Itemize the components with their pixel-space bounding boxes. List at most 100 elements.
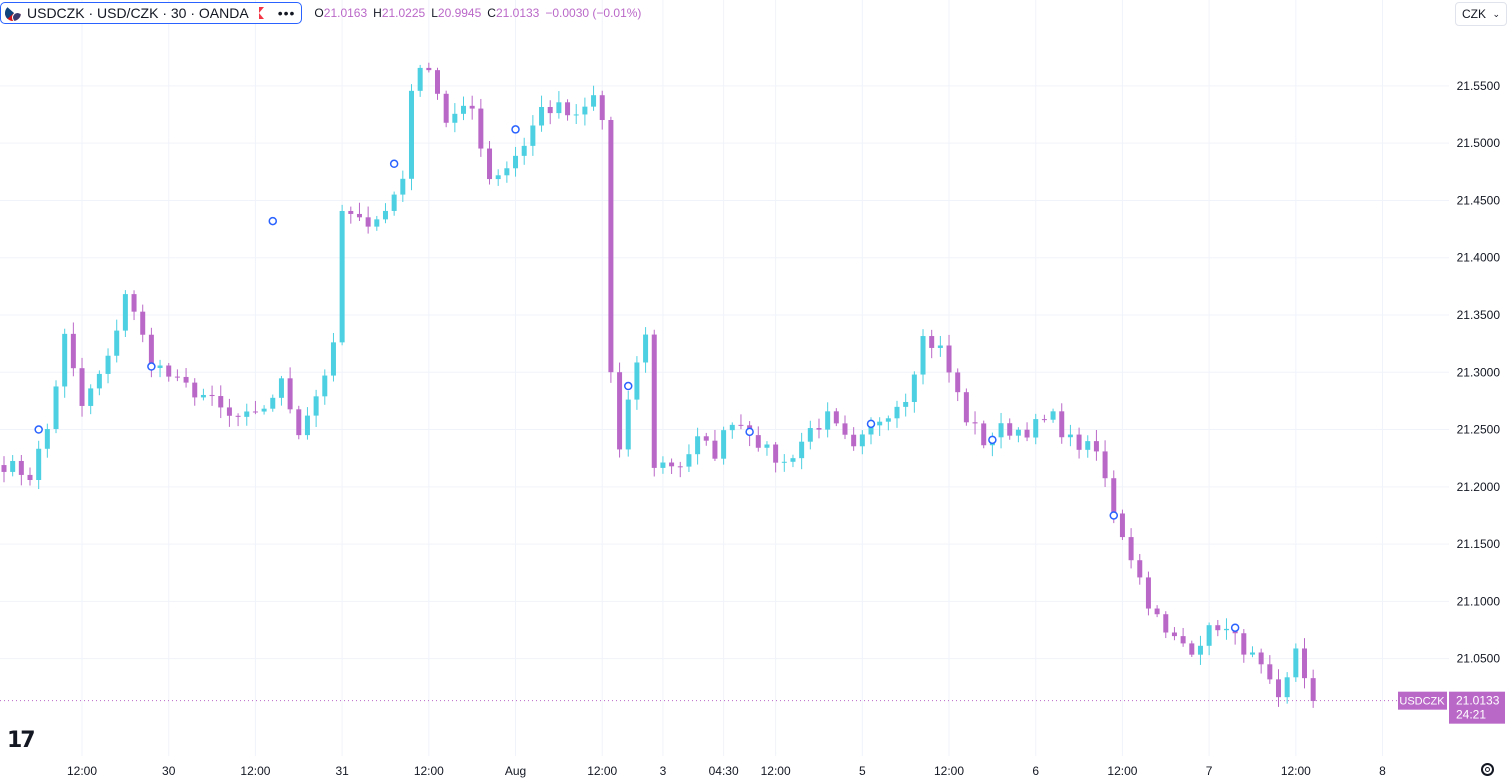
symbol-selector[interactable]: USDCZK · USD/CZK · 30 · OANDA ••• [0,2,303,24]
candle-body [833,411,839,424]
candle-body [1284,677,1290,698]
candle-body [556,102,562,114]
candle-body [565,102,571,116]
high-value: H21.0225 [373,6,426,20]
x-tick-label: 12:00 [587,764,617,778]
candle-body [356,213,362,218]
candle-body [539,106,545,126]
signal-marker [34,425,43,434]
candle-body [877,421,883,426]
candle-body [911,374,917,402]
candle-body [1267,664,1273,680]
y-tick-label: 21.4000 [1457,251,1501,265]
candle-body [53,386,59,430]
candle-body [721,430,727,459]
x-tick-label: 12:00 [1107,764,1137,778]
usd-czk-flag-icon [5,5,21,21]
candle-body [88,388,94,406]
y-tick-label: 21.5000 [1457,136,1501,150]
candle-body [582,106,588,115]
candle-body [790,458,796,462]
x-tick-label: 30 [162,764,176,778]
price-tag-countdown: 24:21 [1456,708,1486,722]
candle-body [859,434,865,447]
x-tick-label: 7 [1206,764,1213,778]
candle-body [1007,423,1013,436]
candle-body [903,401,909,407]
candle-body [504,168,510,176]
candle-body [513,155,519,169]
candle-body [1302,648,1307,679]
chart-grid [0,0,1449,756]
candle-body [62,333,68,387]
close-value: C21.0133 [487,6,540,20]
candle-body [608,120,614,373]
candle-body [634,362,640,400]
time-axis[interactable]: 12:00 30 12:00 31 12:00 Aug 12:00 3 04:30 12:00 5 1… [67,764,1386,778]
candle-body [955,372,961,393]
candle-body [946,345,952,373]
candle-body [1215,625,1221,631]
change-value: −0.0030 (−0.01%) [545,6,642,20]
candle-body [807,428,813,442]
candle-body [1275,679,1281,698]
currency-select[interactable]: CZK ⌄ [1455,2,1507,26]
candle-body [18,460,24,475]
chevron-down-icon: ⌄ [1492,8,1500,19]
candle-body [781,461,787,463]
candle-body [695,436,701,455]
candle-body [365,217,371,227]
candle-body [816,428,822,430]
symbol-tag-bg [1398,691,1447,710]
candle-body [963,392,969,423]
more-icon[interactable]: ••• [277,5,296,21]
candle-body [651,334,657,468]
candle-body [981,423,987,446]
y-tick-label: 21.4500 [1457,193,1501,207]
x-tick-label: 12:00 [1281,764,1311,778]
candle-body [1085,441,1091,450]
chart-legend: USDCZK · USD/CZK · 30 · OANDA ••• O21.01… [0,2,641,24]
candle-body [105,355,111,374]
x-tick-label: 12:00 [761,764,791,778]
y-tick-label: 21.1500 [1457,537,1501,551]
symbol-tag-label: USDCZK [1399,696,1445,708]
x-tick-label: 12:00 [414,764,444,778]
candle-body [79,368,85,406]
low-value: L20.9945 [431,6,482,20]
candle-body [1102,451,1108,479]
candle-body [1189,643,1195,655]
candle-body [348,210,354,214]
x-tick-label: 31 [335,764,349,778]
signal-marker [268,216,278,226]
candle-body [166,365,172,377]
candle-body [1293,648,1299,678]
signal-marker [1109,511,1119,520]
x-tick-label: 12:00 [67,764,97,778]
open-value: O21.0163 [314,6,368,20]
signal-marker [866,419,876,429]
candle-body [625,399,631,450]
candlestick-series [1,62,1316,708]
flag-icon[interactable] [255,7,266,19]
candle-body [929,336,935,348]
x-tick-label: 8 [1379,764,1386,778]
settings-icon[interactable] [1481,763,1494,776]
price-axis[interactable]: 21.0500 21.1000 21.1500 21.2000 21.2500 21.30… [1457,79,1501,666]
candle-body [157,365,163,368]
candle-body [825,411,831,430]
candle-body [209,394,215,397]
candle-body [894,406,900,419]
tradingview-logo-icon[interactable]: 17 [7,728,36,753]
candle-body [521,145,527,156]
y-tick-label: 21.1000 [1457,594,1501,608]
signal-marker [745,427,754,437]
candle-body [339,210,345,343]
candle-body [972,422,978,424]
candle-body [998,423,1004,438]
symbol-title: USDCZK · USD/CZK · 30 · OANDA [27,5,249,21]
candle-body [183,376,189,383]
candle-body [270,397,276,409]
x-tick-label: 5 [859,764,866,778]
